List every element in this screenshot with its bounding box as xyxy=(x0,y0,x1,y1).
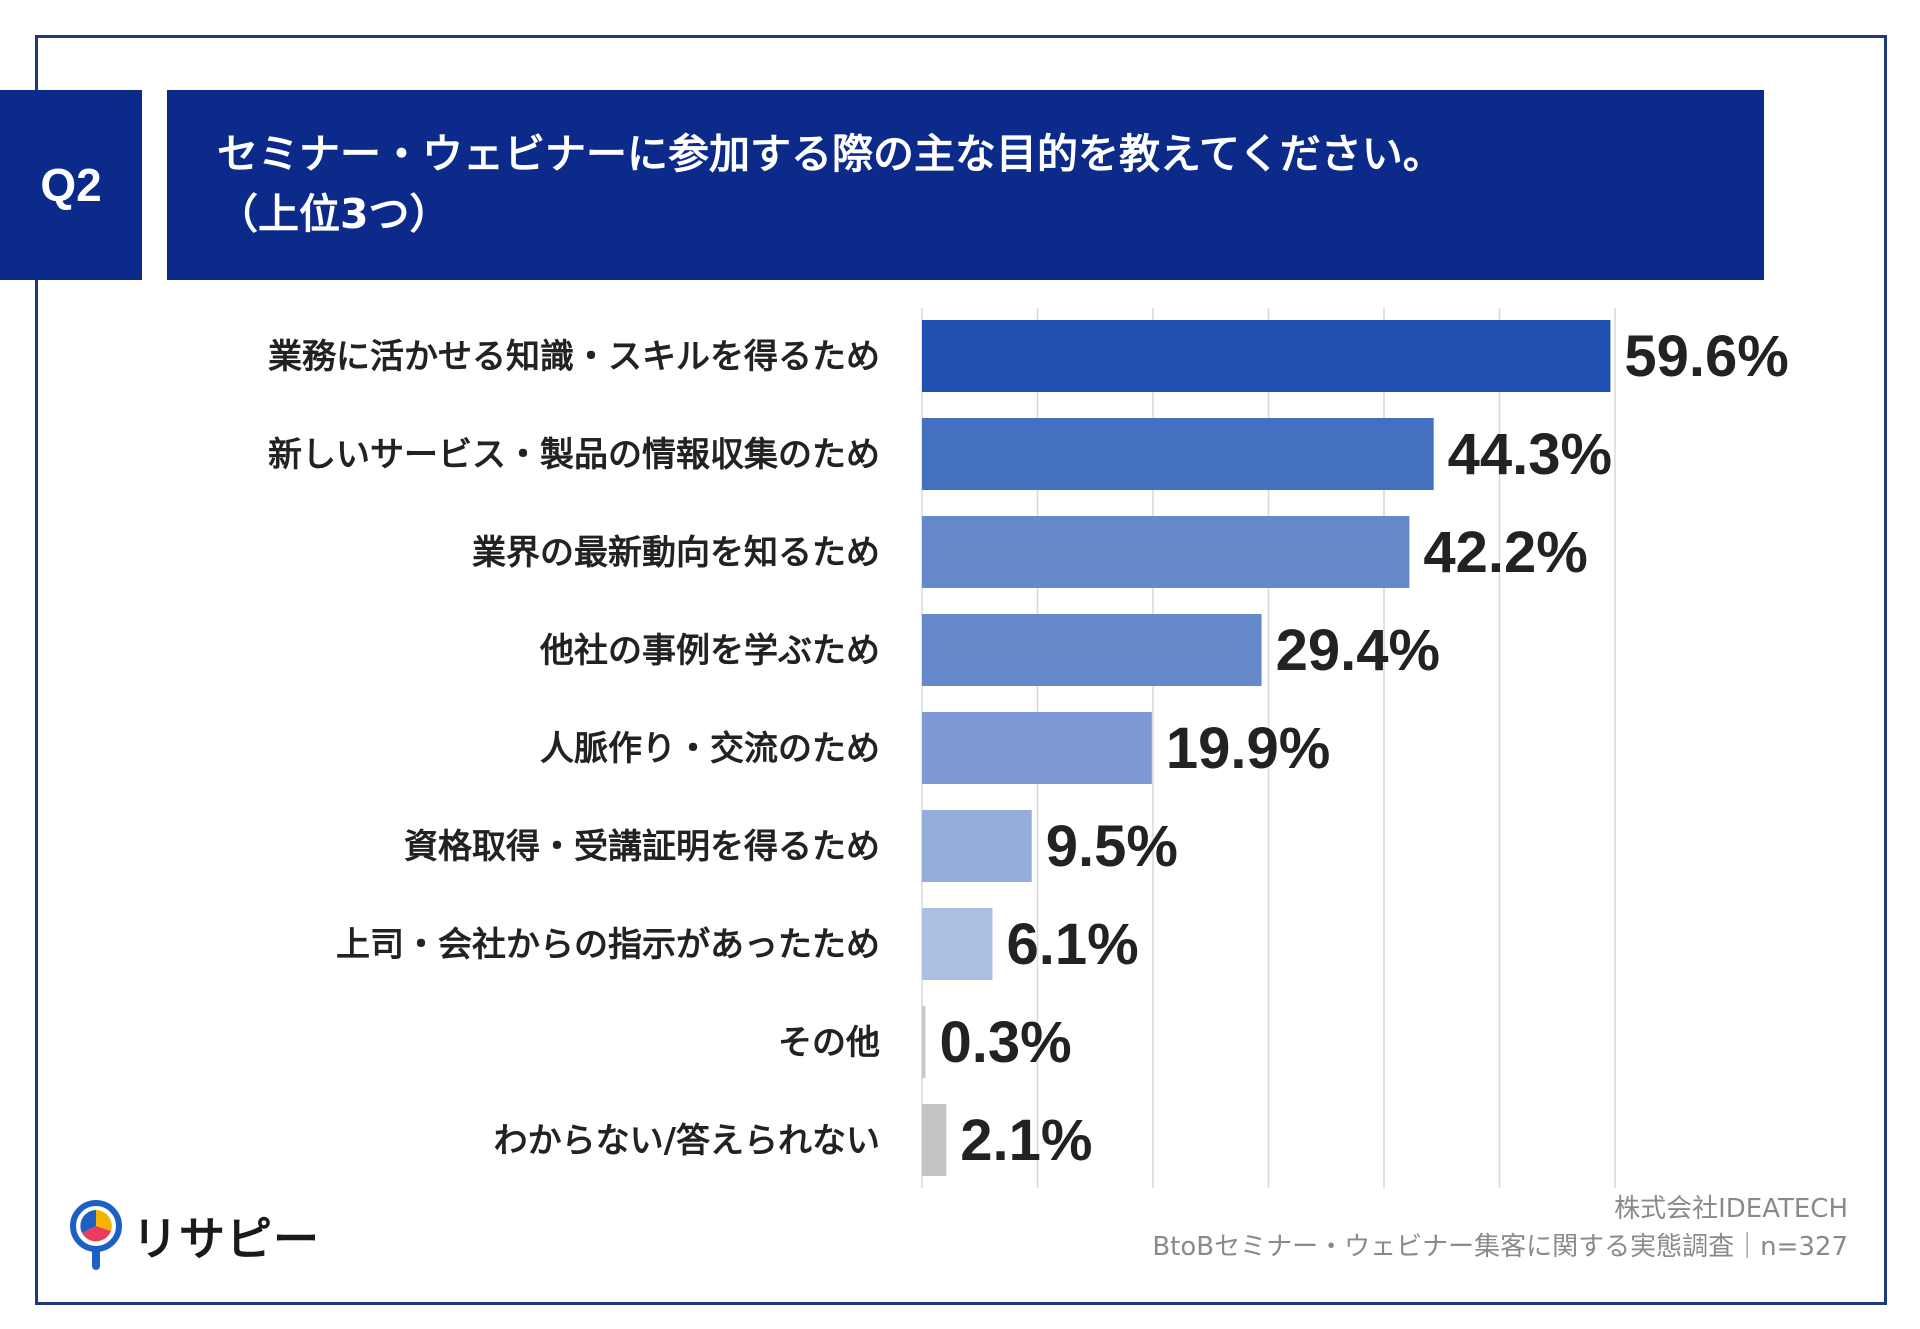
bar xyxy=(922,320,1611,392)
source-note: 株式会社IDEATECH BtoBセミナー・ウェビナー集客に関する実態調査｜n=… xyxy=(1152,1190,1848,1266)
bar xyxy=(922,614,1262,686)
category-label: 業務に活かせる知識・スキルを得るため xyxy=(268,337,880,377)
pin-logo-icon xyxy=(70,1200,122,1270)
question-badge: Q2 xyxy=(0,90,142,280)
bar xyxy=(922,418,1434,490)
value-label: 19.9% xyxy=(1166,716,1330,781)
category-label: 他社の事例を学ぶため xyxy=(539,631,880,671)
source-survey: BtoBセミナー・ウェビナー集客に関する実態調査｜n=327 xyxy=(1152,1232,1848,1262)
source-company: 株式会社IDEATECH xyxy=(1614,1194,1848,1224)
title-line-2: （上位3つ） xyxy=(217,190,451,238)
bar xyxy=(922,1104,947,1176)
value-label: 29.4% xyxy=(1276,618,1440,683)
value-label: 44.3% xyxy=(1448,422,1612,487)
category-label: 人脈作り・交流のため xyxy=(540,729,880,769)
bar xyxy=(922,810,1032,882)
value-label: 9.5% xyxy=(1046,814,1178,879)
brand-logo: リサピー xyxy=(68,1200,320,1272)
bar xyxy=(922,516,1410,588)
bar xyxy=(922,712,1152,784)
category-label: その他 xyxy=(778,1023,880,1063)
bar xyxy=(922,908,993,980)
category-label: 資格取得・受講証明を得るため xyxy=(404,827,880,867)
value-label: 0.3% xyxy=(939,1010,1071,1075)
value-label: 42.2% xyxy=(1423,520,1587,585)
category-label: 上司・会社からの指示があったため xyxy=(336,925,880,965)
category-label: わからない/答えられない xyxy=(494,1121,880,1161)
question-title: セミナー・ウェビナーに参加する際の主な目的を教えてください。 （上位3つ） xyxy=(167,90,1764,280)
outer-frame xyxy=(35,35,1887,1305)
value-label: 59.6% xyxy=(1624,324,1788,389)
bar xyxy=(922,1006,926,1078)
category-label: 新しいサービス・製品の情報収集のため xyxy=(268,435,880,475)
title-line-1: セミナー・ウェビナーに参加する際の主な目的を教えてください。 xyxy=(217,130,1444,178)
value-label: 2.1% xyxy=(960,1108,1092,1173)
value-label: 6.1% xyxy=(1006,912,1138,977)
logo-text: リサピー xyxy=(132,1212,320,1266)
category-label: 業界の最新動向を知るため xyxy=(472,533,880,573)
